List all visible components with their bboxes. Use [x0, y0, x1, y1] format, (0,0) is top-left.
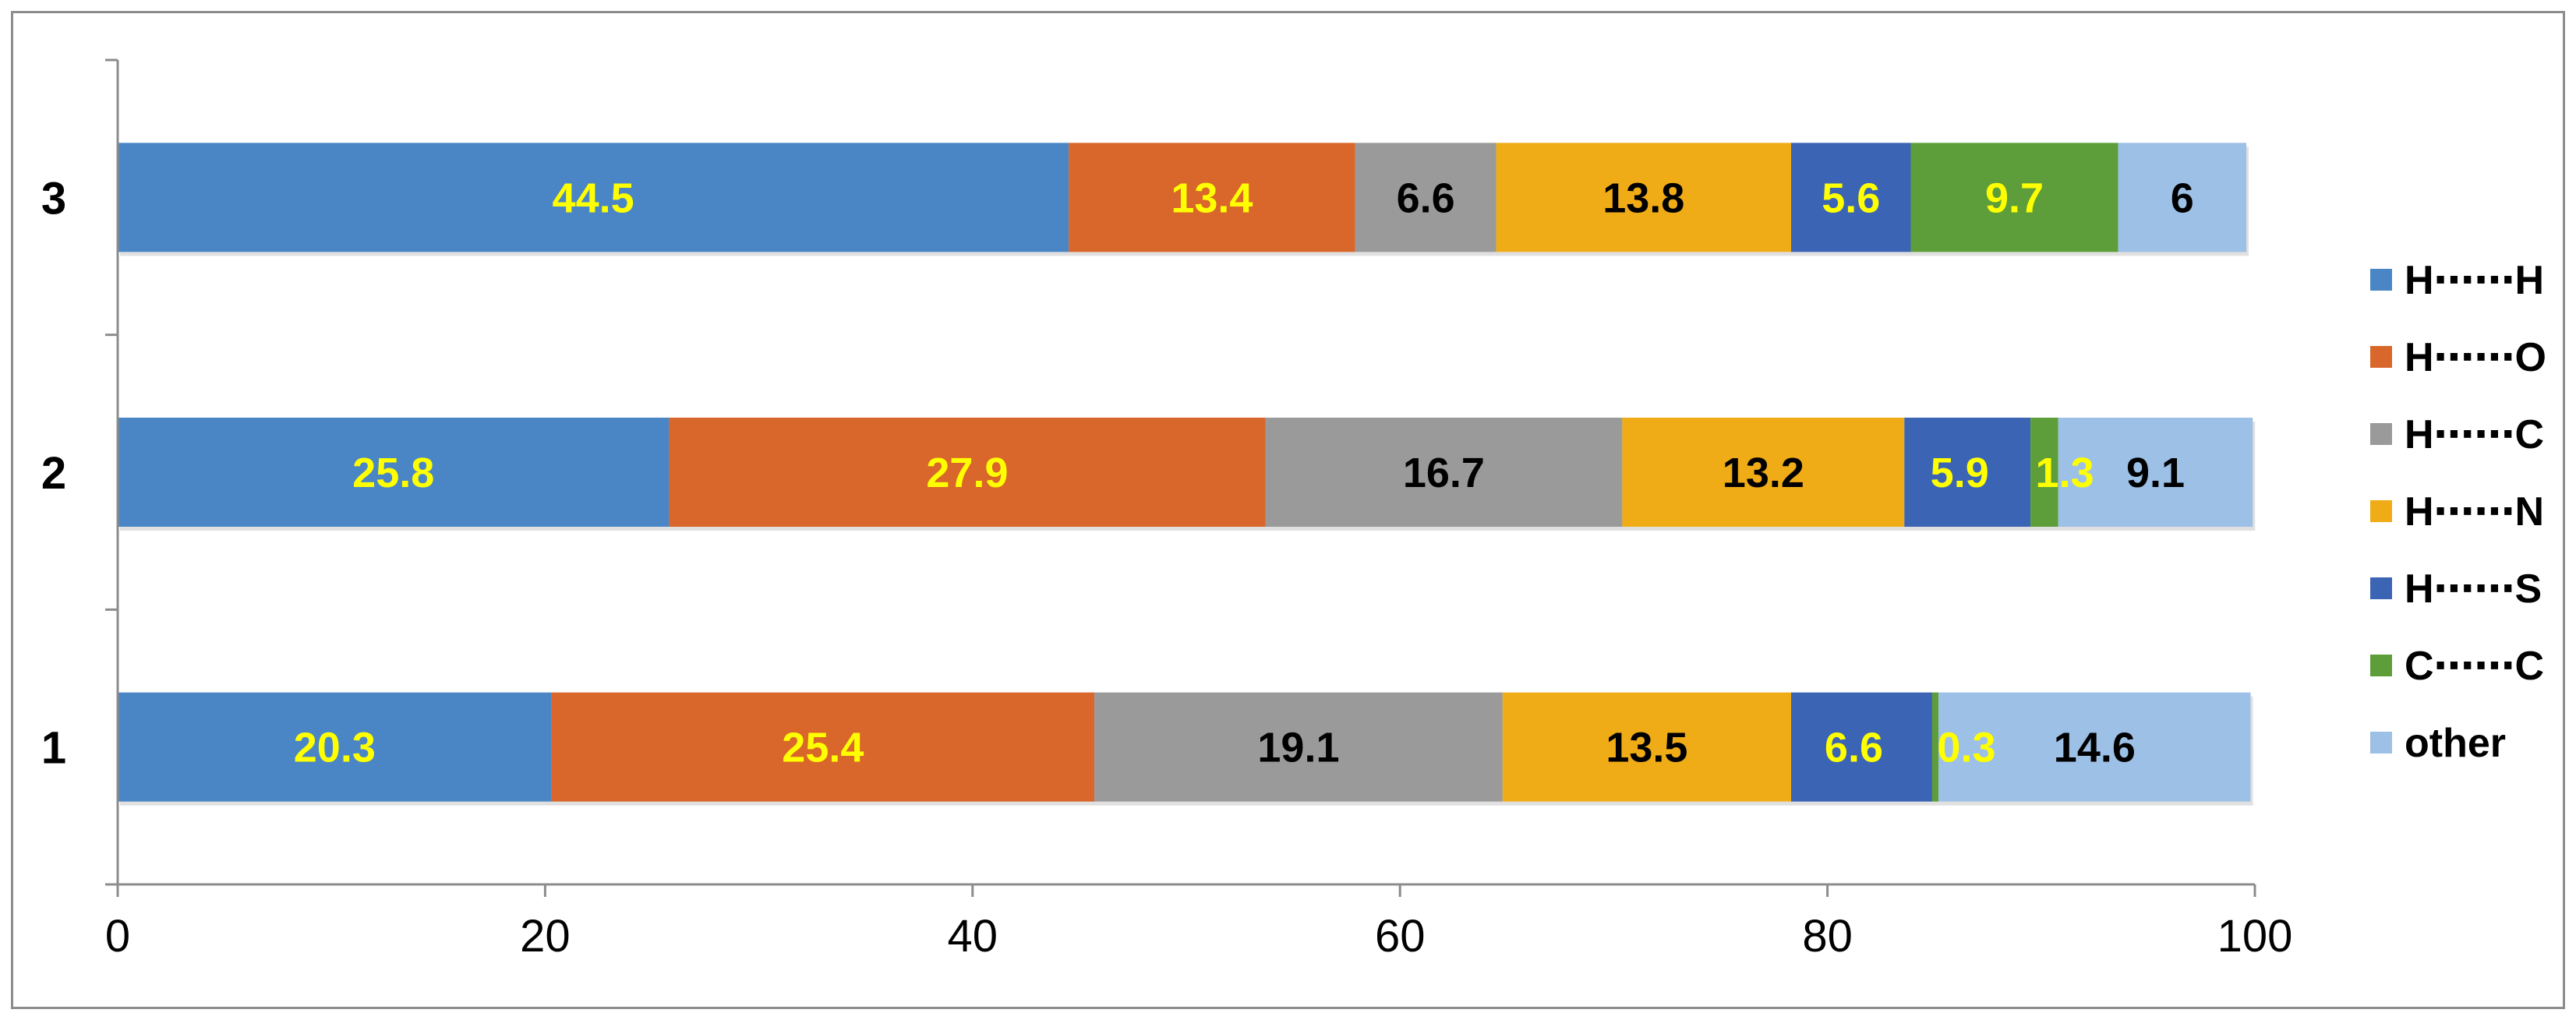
x-tick-label: 20	[520, 911, 571, 962]
bar-segment	[1910, 143, 2118, 252]
bar-segment	[1938, 692, 2251, 802]
bar-segment	[1931, 692, 1939, 802]
x-tick-label: 100	[2217, 911, 2293, 962]
data-label: 9.7	[1985, 175, 2044, 221]
y-tick-label: 3	[41, 173, 66, 224]
bar-segment	[1622, 418, 1905, 527]
data-label: 44.5	[553, 175, 634, 221]
legend-entry-label: H⋯⋯N	[2405, 489, 2544, 535]
legend-entry-label: H⋯⋯S	[2405, 566, 2542, 612]
legend-swatch	[2370, 269, 2392, 291]
x-tick-label: 40	[948, 911, 998, 962]
x-tick-label: 80	[1802, 911, 1853, 962]
bar-segment	[2030, 418, 2058, 527]
bar-segment	[669, 418, 1266, 527]
bar-segment	[1790, 692, 1932, 802]
data-label: 20.3	[294, 725, 376, 771]
bar-segment	[2058, 418, 2253, 527]
data-label: 13.2	[1723, 450, 1804, 496]
bar-segment	[118, 143, 1069, 252]
bar-segment	[118, 692, 552, 802]
data-label: 19.1	[1257, 725, 1339, 771]
data-label: 25.4	[782, 725, 864, 771]
stacked-bar-chart: 20.3 25.4 19.1 13.5 6.6 0.3 14.6 1 25.8 27.9 16.7 1…	[41, 58, 2546, 962]
data-label: 6	[2171, 175, 2194, 221]
data-label: 5.6	[1822, 175, 1880, 221]
legend-entry-label: H⋯⋯C	[2405, 412, 2544, 457]
x-tick-label: 60	[1375, 911, 1426, 962]
data-label: 6.6	[1825, 725, 1883, 771]
y-tick-label: 1	[41, 723, 66, 774]
bar-segment	[1094, 692, 1503, 802]
data-label: 1.3	[2036, 450, 2094, 496]
data-label: 14.6	[2054, 725, 2136, 771]
chart-frame: 20.3 25.4 19.1 13.5 6.6 0.3 14.6 1 25.8 27.9 16.7 1…	[11, 11, 2565, 1009]
bar-segment	[1265, 418, 1623, 527]
legend-entry-label: H⋯⋯H	[2405, 258, 2544, 303]
legend-entry-label: C⋯⋯C	[2405, 644, 2544, 689]
bar-segment	[2118, 143, 2247, 252]
data-label: 9.1	[2126, 450, 2185, 496]
data-label: 13.4	[1171, 175, 1253, 221]
bar-segment	[1496, 143, 1791, 252]
data-label: 6.6	[1397, 175, 1455, 221]
x-tick-label: 0	[105, 911, 130, 962]
legend-swatch	[2370, 655, 2392, 676]
legend-swatch	[2370, 732, 2392, 754]
legend-swatch	[2370, 577, 2392, 599]
bar-segment	[1355, 143, 1496, 252]
data-label: 16.7	[1403, 450, 1485, 496]
legend-entry-label: H⋯⋯O	[2405, 335, 2546, 380]
legend-swatch	[2370, 423, 2392, 445]
bar-segment	[551, 692, 1095, 802]
bar-segment	[1069, 143, 1355, 252]
bar-segment	[1502, 692, 1791, 802]
bar-segment	[1790, 143, 1911, 252]
bar-segment	[1904, 418, 2031, 527]
data-label: 25.8	[352, 450, 434, 496]
legend-entry-label: other	[2405, 721, 2506, 766]
data-label: 5.9	[1931, 450, 1989, 496]
legend-swatch	[2370, 346, 2392, 368]
data-label: 13.8	[1602, 175, 1684, 221]
legend-swatch	[2370, 500, 2392, 522]
data-label: 0.3	[1937, 725, 1995, 771]
data-label: 27.9	[926, 450, 1008, 496]
bar-segment	[118, 418, 670, 527]
y-tick-label: 2	[41, 448, 66, 499]
data-label: 13.5	[1606, 725, 1687, 771]
